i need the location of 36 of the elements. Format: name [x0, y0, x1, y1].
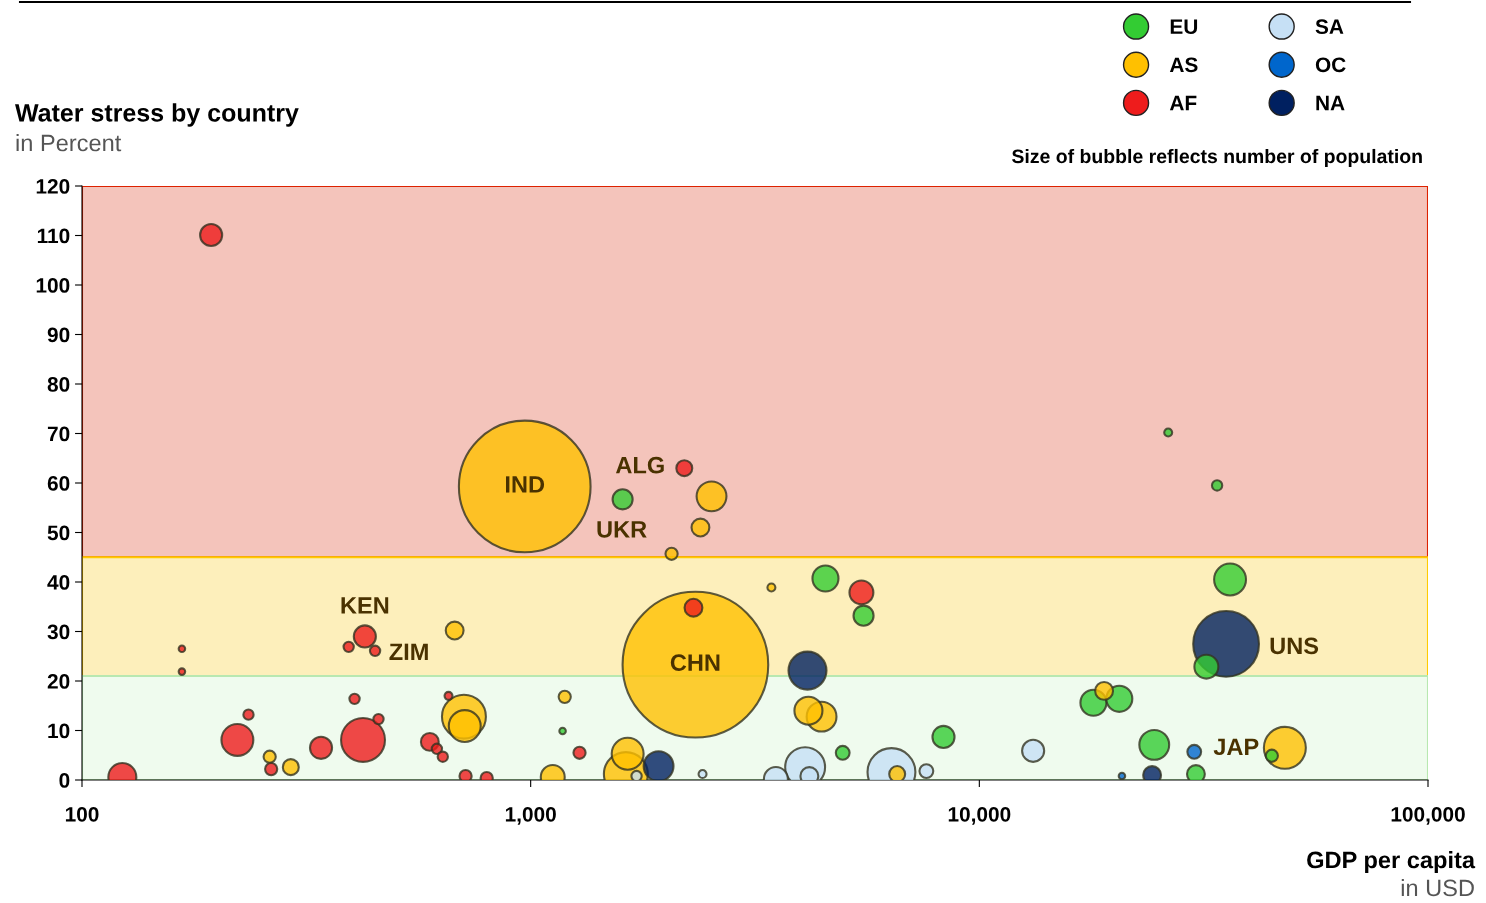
y-tick-label: 30	[47, 624, 70, 640]
y-tick-label: 0	[59, 773, 70, 788]
annotation: ALG	[615, 456, 664, 474]
annotation: JAP	[1213, 738, 1259, 756]
x-tick-label: 1,000	[505, 806, 556, 825]
y-tick-label: 50	[47, 525, 70, 541]
y-tick-label: 80	[47, 377, 70, 392]
legend-label: EU	[1170, 19, 1198, 35]
y-tick-label: 90	[47, 327, 70, 343]
legend-label: OC	[1315, 57, 1346, 73]
annotation: UNS	[1270, 637, 1319, 655]
y-tick-label: 120	[36, 179, 70, 194]
y-tick-label: 20	[47, 674, 70, 689]
y-tick-label: 10	[48, 723, 70, 739]
annotation: CHN	[670, 654, 720, 671]
y-tick-label: 100	[36, 278, 70, 293]
x-tick-label: 10,000	[948, 806, 1011, 825]
y-tick-label: 60	[47, 476, 70, 491]
x-tick-label: 100,000	[1391, 806, 1465, 825]
annotation: KEN	[341, 597, 389, 614]
chart-title: Water stress by country	[15, 103, 299, 127]
y-tick-label: 40	[47, 575, 70, 590]
annotation: UKR	[597, 521, 647, 538]
chart-subtitle: in Percent	[16, 134, 122, 152]
text: in USD	[1401, 878, 1474, 897]
y-tick-label: 70	[47, 426, 70, 442]
annotation: IND	[505, 476, 545, 493]
legend-label: NA	[1316, 95, 1345, 111]
x-tick-label: 100	[65, 806, 99, 822]
x-axis-title: GDP per capita	[1307, 850, 1476, 874]
legend-label: SA	[1315, 19, 1344, 35]
text: Size of bubble reflects number of population	[1012, 148, 1422, 168]
legend-label: AF	[1169, 95, 1197, 111]
legend-label: AS	[1169, 57, 1198, 73]
annotation: ZIM	[389, 643, 428, 660]
y-tick-label: 110	[37, 228, 70, 244]
